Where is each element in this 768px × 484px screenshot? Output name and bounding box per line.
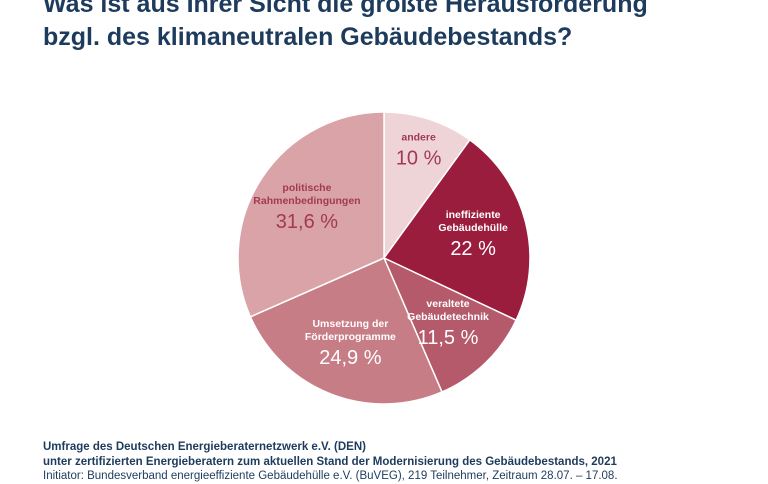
pie-slice-0 [383,111,471,261]
slice-name-4-0: politische [282,181,332,194]
slice-label-2: veraltete Gebäudetechnik 11,5 % [407,298,489,350]
pie-slice-4 [237,111,385,318]
chart-title-line-1: Was ist aus Ihrer Sicht die größte Herau… [43,0,648,18]
pie-slice-2 [382,256,518,393]
source-line-1: Umfrage des Deutschen Energieberaternetz… [43,441,366,453]
slice-label-3: Umsetzung der Förderprogramme 24,9 % [305,318,396,370]
slice-name-3-1: Förderprogramme [304,330,396,343]
slice-name-3-0: Umsetzung der [312,317,389,330]
pie-slice-3 [249,257,443,405]
slice-label-1: ineffiziente Gebäudehülle 22 % [438,209,507,261]
slice-value-3: 24,9 % [319,346,382,369]
slice-label-4: politische Rahmenbedingungen 31,6 % [253,182,360,234]
slice-name-4-1: Rahmenbedingungen [253,194,361,207]
slice-label-0: andere 10 % [396,132,442,171]
slice-name-0-0: andere [401,131,436,144]
slice-value-2: 11,5 % [417,327,479,350]
source-line-2: unter zertifizierten Energieberatern zum… [43,455,617,468]
source-line-3: Initiator: Bundesverband energieeffizien… [43,470,618,482]
slice-value-0: 10 % [395,147,442,170]
chart-title-line-2: bzgl. des klimaneutralen Gebäudebestands… [43,23,573,51]
slice-name-2-1: Gebäudetechnik [407,311,489,324]
source-note: Umfrage des Deutschen Energieberaternetz… [43,440,763,484]
slice-name-1-1: Gebäudehülle [438,222,508,235]
slice-value-1: 22 % [450,238,496,261]
slice-name-1-0: ineffiziente [445,209,501,222]
chart-title: Was ist aus Ihrer Sicht die größte Herau… [43,0,743,54]
slice-value-4: 31,6 % [275,210,339,233]
slice-name-2-0: veraltete [426,298,470,311]
